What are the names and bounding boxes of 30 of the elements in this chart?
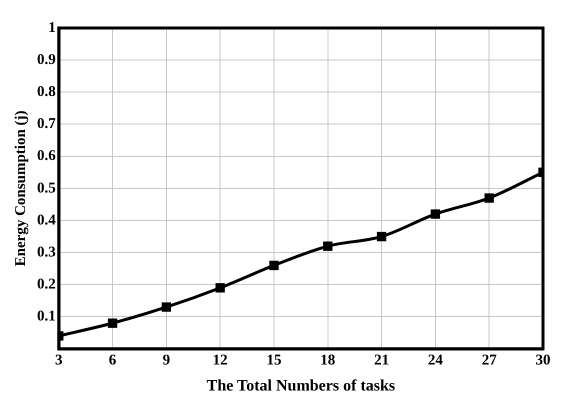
y-axis-title: Energy Consumption (j) xyxy=(12,110,29,266)
x-tick-label: 27 xyxy=(482,352,498,369)
point xyxy=(215,283,225,293)
x-tick-label: 21 xyxy=(374,352,390,369)
x-tick-label: 9 xyxy=(162,352,170,369)
point xyxy=(108,318,118,328)
y-tick-label: 0.8 xyxy=(37,84,56,100)
y-tick-label: 0.7 xyxy=(37,116,56,132)
point xyxy=(484,193,494,203)
x-tick-label: 12 xyxy=(212,352,228,369)
y-tick-label: 1 xyxy=(48,20,56,36)
x-tick-label: 15 xyxy=(266,352,282,369)
x-tick-label: 24 xyxy=(428,352,444,369)
x-tick-label: 3 xyxy=(55,352,62,369)
point xyxy=(323,241,332,251)
y-tick-label: 0.2 xyxy=(37,276,56,293)
y-tick-label: 0.9 xyxy=(37,52,56,68)
x-tick-label: 6 xyxy=(108,352,117,369)
x-tick-label: 30 xyxy=(536,352,550,369)
point xyxy=(162,302,172,312)
point xyxy=(430,209,440,219)
y-tick-label: 0.5 xyxy=(37,180,56,196)
y-tick-label: 0.4 xyxy=(37,212,56,228)
y-tick-label: 0.6 xyxy=(37,148,56,164)
x-tick-label: 18 xyxy=(320,352,336,369)
x-axis-title: The Total Numbers of tasks xyxy=(206,378,396,395)
point xyxy=(269,260,279,270)
y-tick-label: 0.1 xyxy=(37,308,56,325)
point xyxy=(376,232,386,242)
y-tick-label: 0.3 xyxy=(37,244,56,260)
